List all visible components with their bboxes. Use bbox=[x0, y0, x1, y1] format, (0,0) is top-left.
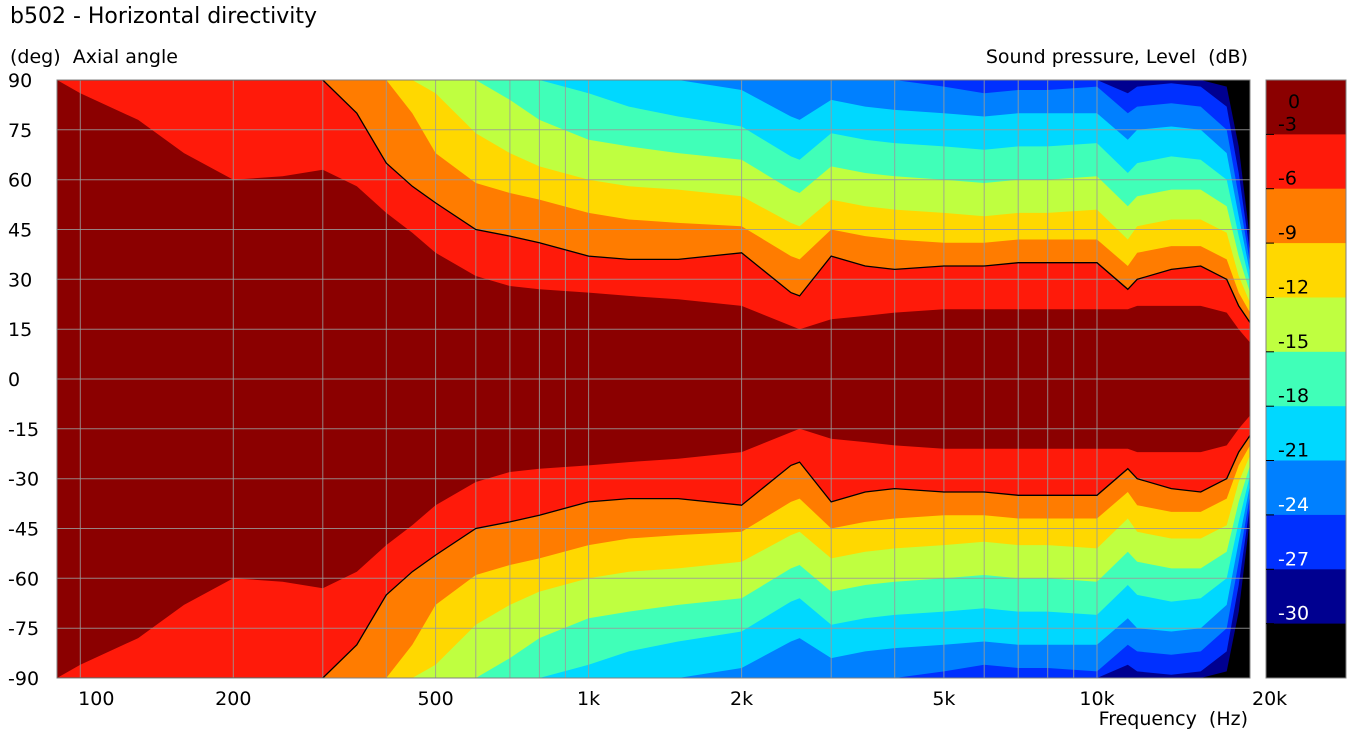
x-tick-label: 200 bbox=[215, 688, 251, 710]
y-tick-label: 0 bbox=[8, 369, 20, 391]
y-tick-label: 60 bbox=[8, 170, 32, 192]
y-tick-labels: 90 75 60 45 30 15 0 -15 -30 -45 -60 -75 -90 bbox=[8, 70, 39, 690]
colorbar-segment bbox=[1266, 134, 1346, 190]
y-tick-label: 90 bbox=[8, 70, 32, 92]
x-tick-label: 1k bbox=[577, 688, 600, 710]
y-tick-label: 15 bbox=[8, 319, 32, 341]
x-tick-label: 2k bbox=[730, 688, 753, 710]
contour-line-lower bbox=[57, 435, 1250, 678]
colorbar-tick-label: -6 bbox=[1278, 168, 1297, 190]
colorbar-tick-label: -12 bbox=[1278, 277, 1309, 299]
colorbar-segment bbox=[1266, 297, 1346, 353]
minus-6db-contour bbox=[57, 80, 1250, 678]
colorbar-tick-label: -21 bbox=[1278, 440, 1309, 462]
y-tick-label: 45 bbox=[8, 220, 32, 242]
colorbar-frame bbox=[1265, 79, 1347, 679]
x-tick-label: 500 bbox=[417, 688, 453, 710]
chart-title: b502 - Horizontal directivity bbox=[10, 4, 317, 29]
y-tick-label: -15 bbox=[8, 419, 39, 441]
y-tick-label: -30 bbox=[8, 469, 39, 491]
x-tick-labels: 100 200 500 1k 2k 5k 10k 20k bbox=[78, 688, 1287, 710]
plot-frame bbox=[56, 79, 1251, 679]
colorbar-label: Sound pressure, Level (dB) bbox=[985, 46, 1248, 68]
colorbar: 0-3 -6 -9 -12 -15 -18 -21 -24 -27 -30 bbox=[1265, 79, 1347, 679]
x-tick-label: 20k bbox=[1252, 688, 1287, 710]
x-axis-label: Frequency (Hz) bbox=[1098, 708, 1248, 730]
colorbar-tick-label: -18 bbox=[1278, 385, 1309, 407]
x-tick-label: 10k bbox=[1079, 688, 1114, 710]
colorbar-segment bbox=[1266, 188, 1346, 244]
colorbar-tick-label: -9 bbox=[1278, 222, 1297, 244]
y-tick-label: -90 bbox=[8, 668, 39, 690]
y-tick-label: -75 bbox=[8, 618, 39, 640]
colorbar-tick-label: -15 bbox=[1278, 331, 1309, 353]
colorbar-tick-label: -27 bbox=[1278, 548, 1309, 570]
colorbar-segment bbox=[1266, 406, 1346, 462]
y-tick-label: -45 bbox=[8, 519, 39, 541]
x-tick-label: 5k bbox=[932, 688, 955, 710]
y-tick-label: -60 bbox=[8, 568, 39, 590]
colorbar-tick-label: 0 bbox=[1288, 91, 1300, 113]
colorbar-segment bbox=[1266, 351, 1346, 407]
contour-line-upper bbox=[57, 80, 1250, 323]
colorbar-tick-label: -3 bbox=[1278, 113, 1297, 135]
colorbar-segment bbox=[1266, 569, 1346, 625]
y-axis-label: (deg) Axial angle bbox=[10, 46, 178, 68]
x-tick-label: 100 bbox=[78, 688, 114, 710]
colorbar-segment bbox=[1266, 80, 1346, 135]
colorbar-segment bbox=[1266, 514, 1346, 570]
colorbar-segment bbox=[1266, 243, 1346, 298]
grid-lines bbox=[57, 80, 1250, 678]
colorbar-tick-label: -24 bbox=[1278, 494, 1309, 516]
colorbar-tick-label: -30 bbox=[1278, 603, 1309, 625]
y-tick-label: 30 bbox=[8, 269, 32, 291]
y-tick-label: 75 bbox=[8, 120, 32, 142]
colorbar-segment bbox=[1266, 623, 1346, 679]
colorbar-segment bbox=[1266, 460, 1346, 516]
